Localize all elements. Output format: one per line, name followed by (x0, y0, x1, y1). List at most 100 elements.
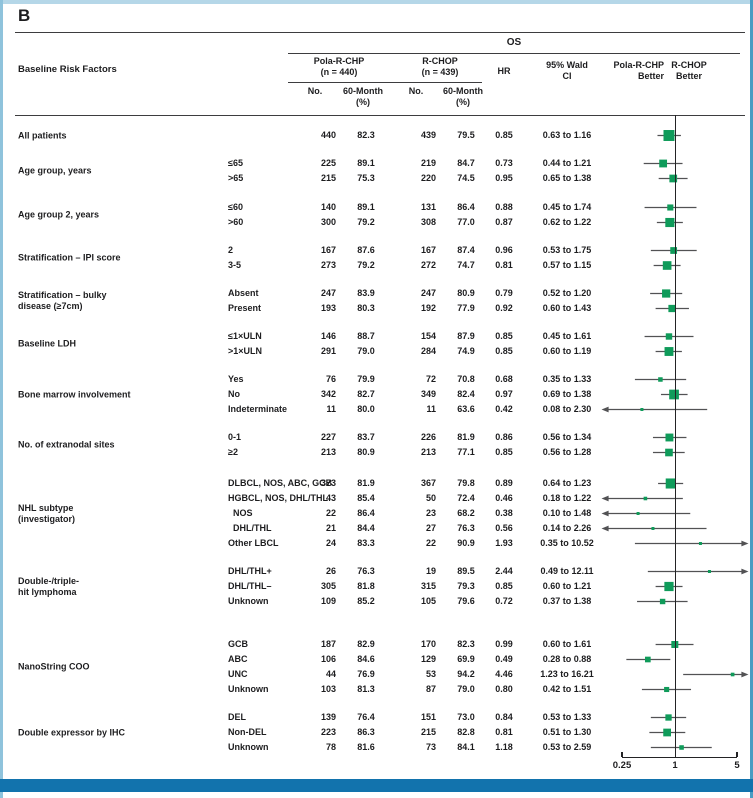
ci-value: 0.53 to 1.33 (542, 712, 592, 722)
better-left-header: Pola-R-CHP Better (600, 60, 664, 82)
subgroup-label: Stratification – bulky disease (≥7cm) (18, 290, 107, 311)
pola-pct-value: 84.4 (357, 523, 375, 533)
hr-value: 1.93 (495, 538, 513, 548)
ci-marker-plot (683, 671, 749, 678)
better-right-arm: R-CHOP (671, 60, 707, 70)
rchop-n-value: 105 (420, 596, 436, 606)
rchop-pct-value: 87.9 (457, 331, 475, 341)
pola-n-value: 373 (320, 478, 336, 488)
ci-marker-plot (650, 714, 687, 721)
rchop-n-value: 151 (420, 712, 436, 722)
ci-marker-plot (650, 247, 697, 254)
rchop-n-value: 131 (420, 202, 436, 212)
hr-value: 0.85 (495, 447, 513, 457)
rchop-n-value: 50 (425, 493, 436, 503)
ci-marker-plot (658, 174, 688, 183)
rchop-n-value: 439 (420, 130, 436, 140)
row-sublabel: Other LBCL (228, 538, 279, 548)
hr-value: 0.87 (495, 217, 513, 227)
forest-row: DEL 139 76.4 151 73.0 0.84 0.53 to 1.33 (0, 710, 753, 725)
ci-marker-plot (601, 406, 708, 413)
forest-body: All patients 440 82.3 439 79.5 0.85 0.63 to 1.… (0, 115, 753, 755)
ci-value: 0.45 to 1.74 (542, 202, 592, 212)
pct-label: (%) (456, 97, 470, 107)
forest-row: UNC 44 76.9 53 94.2 4.46 1.23 to 16.21 (0, 667, 753, 682)
hr-marker (651, 527, 655, 530)
ci-value: 0.62 to 1.22 (542, 217, 592, 227)
pola-pct-value: 86.4 (357, 508, 375, 518)
ci-marker-plot (626, 656, 671, 663)
ci-value: 0.53 to 1.75 (542, 245, 592, 255)
row-sublabel: DHL/THL+ (228, 566, 272, 576)
ci-label-line2: CI (562, 71, 572, 81)
row-sublabel: >60 (228, 217, 244, 227)
ci-value: 0.42 to 1.51 (542, 684, 592, 694)
rchop-pct-value: 79.0 (457, 684, 475, 694)
hr-marker (698, 542, 702, 545)
pola-n-value: 223 (320, 727, 336, 737)
ci-marker-plot (660, 389, 688, 400)
ci-marker-plot (655, 581, 683, 592)
ci-clip-arrow (601, 406, 609, 413)
rchop-pct-value: 79.5 (457, 130, 475, 140)
rchop-pct-value: 77.1 (457, 447, 475, 457)
pola-pct-value: 79.0 (357, 346, 375, 356)
rchop-pct-value: 89.5 (457, 566, 475, 576)
rchop-pct-value: 74.9 (457, 346, 475, 356)
pola-n-value: 291 (320, 346, 336, 356)
forest-row: Other LBCL 24 83.3 22 90.9 1.93 0.35 to 10.52 (0, 536, 753, 551)
hr-value: 0.85 (495, 581, 513, 591)
rchop-pct-value: 79.3 (457, 581, 475, 591)
pola-n-value: 139 (320, 712, 336, 722)
rchop-n-value: 11 (426, 404, 436, 414)
ci-value: 0.49 to 12.11 (540, 566, 594, 576)
ci-marker-plot (601, 525, 707, 532)
ci-marker-plot (658, 478, 684, 489)
forest-row: DHL/THL 21 84.4 27 76.3 0.56 0.14 to 2.26 (0, 521, 753, 536)
forest-row: Unknown 109 85.2 105 79.6 0.72 0.37 to 1.38 (0, 594, 753, 609)
pola-n-value: 213 (320, 447, 336, 457)
pola-pct-value: 76.9 (357, 669, 375, 679)
rchop-n-value: 213 (420, 447, 436, 457)
pola-pct-value: 82.3 (357, 130, 375, 140)
row-sublabel: GCB (228, 639, 248, 649)
better-left-arm: Pola-R-CHP (613, 60, 664, 70)
ci-marker-plot (643, 159, 683, 168)
ci-value: 0.10 to 1.48 (542, 508, 592, 518)
rchop-n-value: 308 (420, 217, 436, 227)
rchop-pct-value: 82.3 (457, 639, 475, 649)
hr-value: 0.79 (495, 288, 513, 298)
forest-row: ≤1×ULN 146 88.7 154 87.9 0.85 0.45 to 1.61 (0, 329, 753, 344)
pola-pct-value: 86.3 (357, 727, 375, 737)
ci-marker-plot (649, 728, 686, 737)
hr-marker (665, 448, 673, 457)
ci-value: 0.60 to 1.43 (542, 303, 592, 313)
header-bottom-rule (15, 115, 745, 117)
pola-pct-value: 83.7 (357, 432, 375, 442)
row-sublabel: Indeterminate (228, 404, 288, 414)
hr-marker (664, 686, 670, 693)
ci-clip-arrow (741, 540, 749, 547)
hr-marker (664, 581, 674, 592)
pola-pct-value: 85.4 (357, 493, 375, 503)
rchop-n-value: 22 (425, 538, 436, 548)
hr-marker (665, 478, 676, 489)
ci-marker-plot (656, 217, 683, 228)
x-axis-tick (621, 752, 623, 758)
hr-value: 0.73 (495, 158, 513, 168)
subgroup-block: No. of extranodal sites 0-1 227 83.7 226 81.9… (0, 430, 753, 460)
x-axis-tick-label: 5 (734, 760, 740, 771)
ci-header: 95% Wald CI (522, 60, 612, 82)
hr-value: 0.46 (495, 493, 513, 503)
pola-n-value: 273 (320, 260, 336, 270)
forest-row: 3-5 273 79.2 272 74.7 0.81 0.57 to 1.15 (0, 258, 753, 273)
pola-n-value: 109 (320, 596, 336, 606)
ci-marker-plot (655, 304, 689, 313)
subgroup-block: All patients 440 82.3 439 79.5 0.85 0.63 to 1.… (0, 128, 753, 143)
subgroup-label: Baseline LDH (18, 338, 77, 349)
hr-header: HR (497, 66, 511, 76)
x-axis-tick-label: 1 (672, 760, 678, 771)
hr-marker (663, 130, 675, 141)
ci-marker-plot (650, 289, 683, 298)
rchop-pct-value: 70.8 (457, 374, 475, 384)
